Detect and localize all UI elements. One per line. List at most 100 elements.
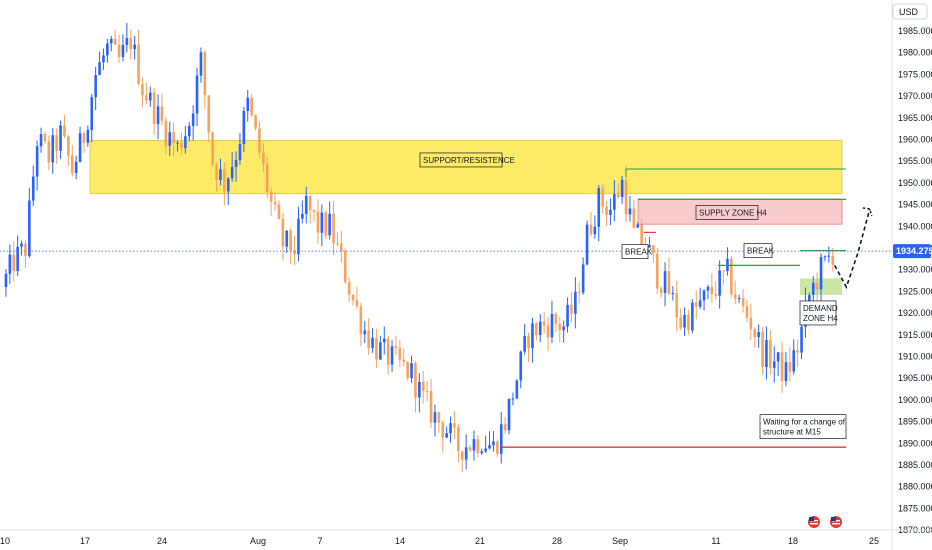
candle-body [542, 321, 546, 326]
candle-body [51, 135, 55, 163]
candle-body [433, 412, 437, 423]
x-tick-label: 25 [869, 536, 879, 546]
candle-body [351, 294, 355, 301]
candle-body [624, 179, 628, 215]
candle-body [355, 300, 359, 307]
candle-body [172, 132, 175, 143]
candle-body [39, 134, 43, 147]
candle-body [753, 329, 757, 338]
candle-body [550, 313, 554, 338]
candle-body [12, 254, 16, 271]
candle-body [20, 243, 23, 247]
candle-body [449, 423, 452, 434]
candle-body [203, 52, 207, 96]
candle-body [457, 427, 460, 452]
candle-body [546, 325, 550, 338]
candle-body [152, 92, 156, 125]
candle-body [117, 44, 121, 58]
x-tick-label: 18 [788, 536, 798, 546]
candle-body [620, 179, 624, 198]
x-tick-label: 7 [317, 536, 322, 546]
candle-body [70, 155, 74, 173]
candle-body [601, 188, 604, 207]
candle-body [574, 291, 577, 314]
demand-label-box [799, 300, 837, 326]
candle-body [24, 243, 27, 257]
candle-body [246, 97, 250, 112]
y-tick-label: 1985.000 [898, 26, 932, 36]
candle-body [382, 338, 386, 343]
candle-body [363, 330, 367, 335]
break2-label-text: BREAK [747, 247, 775, 256]
y-tick-label: 1945.000 [898, 200, 932, 210]
candle-body [640, 224, 643, 245]
candle-body [714, 293, 718, 296]
candle-body [437, 412, 441, 423]
y-tick-label: 1920.000 [898, 308, 932, 318]
candle-body [281, 218, 285, 247]
candle-body [538, 321, 542, 336]
candle-body [308, 195, 312, 211]
candle-body [468, 447, 472, 451]
x-tick-label: Sep [612, 536, 628, 546]
candle-body [589, 224, 593, 235]
candle-body [425, 391, 429, 393]
support-label-text: SUPPORT/RESISTENCE [423, 156, 515, 165]
candle-body [811, 282, 815, 296]
waiting-note-box [759, 414, 847, 440]
candle-body [137, 44, 140, 85]
candle-body [86, 129, 90, 143]
currency-button[interactable] [892, 3, 928, 20]
candle-body [780, 352, 784, 381]
candle-body [769, 340, 772, 368]
candle-body [671, 293, 675, 295]
y-tick-label: 1875.000 [898, 503, 932, 513]
candle-body [527, 335, 530, 349]
candle-body [215, 164, 218, 180]
supply-label-text: SUPPLY ZONE H4 [699, 208, 767, 217]
candle-body [226, 178, 230, 192]
candle-body [679, 317, 682, 328]
candle-body [827, 255, 831, 257]
candle-body [145, 95, 148, 101]
candle-body [4, 273, 8, 288]
candle-body [694, 302, 698, 307]
candle-body [16, 246, 19, 271]
candle-body [776, 352, 780, 362]
candle-body [141, 84, 144, 96]
candle-body [293, 250, 296, 255]
y-tick-label: 1960.000 [898, 135, 932, 145]
y-tick-label: 1950.000 [898, 178, 932, 188]
candle-body [464, 447, 468, 460]
candle-body [577, 291, 581, 293]
candle-body [441, 422, 445, 438]
candle-body [562, 326, 565, 331]
candle-body [570, 304, 573, 314]
candle-body [616, 194, 620, 198]
waiting-note-text: Waiting for a change of [763, 418, 846, 427]
break1-label-box [621, 244, 649, 259]
candle-body [488, 445, 491, 449]
candle-body [324, 212, 328, 236]
candle-body [207, 95, 211, 133]
candle-body [792, 350, 796, 372]
candle-body [480, 451, 484, 454]
candle-body [406, 361, 409, 379]
candle-body [655, 253, 659, 289]
y-tick-label: 1910.000 [898, 352, 932, 362]
x-tick-label: 21 [475, 536, 485, 546]
candle-body [113, 38, 117, 45]
candle-body [492, 441, 495, 446]
candle-body [652, 244, 655, 254]
candle-body [59, 125, 62, 151]
candle-body [410, 363, 413, 379]
candle-body [67, 136, 70, 156]
candle-body [90, 97, 94, 130]
x-tick-label: 24 [157, 536, 167, 546]
candle-body [347, 282, 351, 295]
candle-body [371, 337, 374, 348]
candle-body [558, 323, 562, 331]
candle-body [74, 161, 78, 173]
